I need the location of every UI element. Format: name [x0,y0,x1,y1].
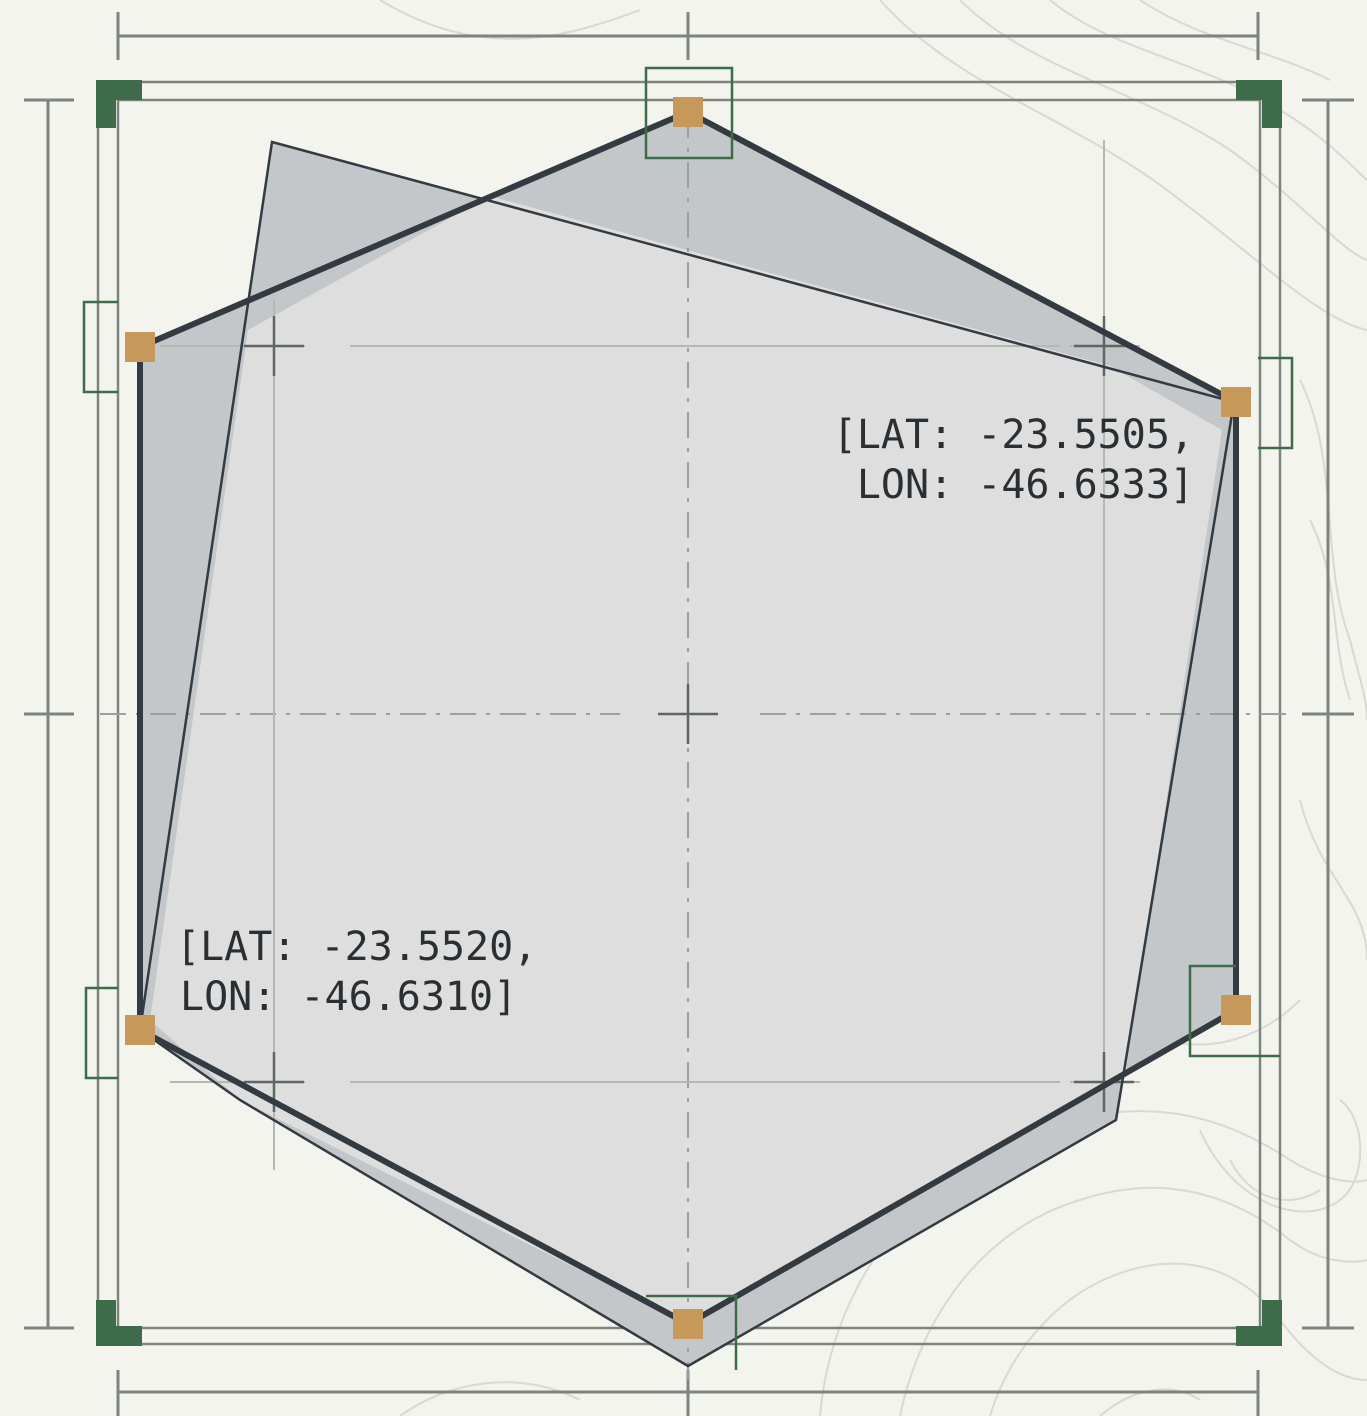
vertex-top[interactable] [673,97,703,127]
geofence-polygons [140,112,1236,1366]
coordinate-label-upper-right: [LAT: -23.5505, LON: -46.6333] [833,412,1194,508]
vertex-markers[interactable] [125,97,1251,1339]
vertex-upper-right[interactable] [1221,387,1251,417]
vertex-selection-boxes [82,66,1294,1370]
vertex-upper-left[interactable] [125,332,155,362]
vertex-lower-left[interactable] [125,1015,155,1045]
coord-upper-right-lat: [LAT: -23.5505, [833,412,1194,458]
coord-upper-right-lon: LON: -46.6333] [857,462,1194,508]
coordinate-label-lower-left: [LAT: -23.5520, LON: -46.6310] [176,924,537,1020]
overlap-region [150,196,1222,1324]
coord-lower-left-lat: [LAT: -23.5520, [176,924,537,970]
coord-lower-left-lon: LON: -46.6310] [180,974,517,1020]
dimension-lines [24,12,1354,1416]
vertex-bottom[interactable] [673,1309,703,1339]
corner-bracket-icon [96,80,1282,1346]
vertex-lower-right[interactable] [1221,995,1251,1025]
topographic-contours [379,0,1367,1416]
